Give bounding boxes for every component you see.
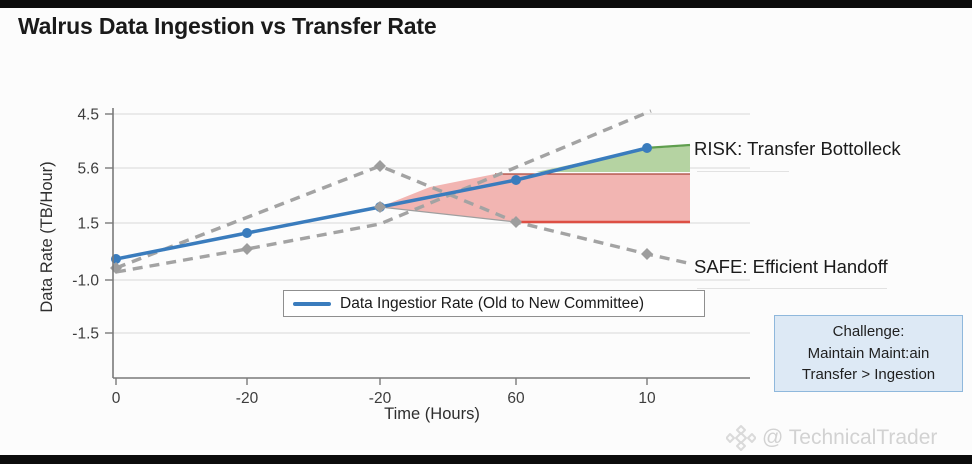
x-tick-label: -20	[369, 390, 392, 407]
y-tick-label: 4.5	[77, 107, 99, 124]
challenge-line-2: Maintain Maint:ain	[807, 344, 930, 362]
y-tick-label: 5.6	[77, 161, 99, 178]
watermark: @ TechnicalTrader	[726, 423, 937, 453]
watermark-text: @ TechnicalTrader	[762, 426, 938, 449]
bottleneck-red-region	[380, 174, 690, 222]
top-black-bar	[0, 0, 972, 8]
risk-annotation: RISK: Transfer Bottolleck	[694, 138, 901, 159]
bottom-black-bar	[0, 455, 972, 464]
x-tick-label: 60	[507, 390, 525, 407]
risk-underline	[697, 171, 789, 172]
page-title: Walrus Data Ingestion vs Transfer Rate	[18, 13, 437, 39]
green-region-top-border	[644, 143, 691, 150]
challenge-line-1: Challenge:	[832, 322, 905, 340]
y-tick-label: 1.5	[77, 216, 99, 233]
red-region-left-edge	[379, 206, 517, 223]
safe-annotation: SAFE: Efficient Handoff	[694, 256, 888, 277]
x-axis-title: Time (Hours)	[384, 405, 480, 423]
data-point-circle	[242, 228, 252, 238]
challenge-box: Challenge: Maintain Maint:ain Transfer >…	[774, 315, 963, 392]
challenge-line-3: Transfer > Ingestion	[801, 366, 936, 384]
data-point-diamond	[641, 248, 653, 260]
data-point-diamond	[241, 243, 253, 255]
legend-label: Data Ingestior Rate (Old to New Committe…	[340, 294, 645, 312]
data-point-circle	[511, 175, 521, 185]
unlabeled-dashed-rising-line-path	[115, 109, 652, 274]
data-point-diamond	[374, 160, 386, 172]
legend-box: Data Ingestior Rate (Old to New Committe…	[283, 290, 705, 317]
x-tick-label: 10	[638, 390, 656, 407]
y-tick-label: -1.0	[72, 273, 99, 290]
x-tick-label: -20	[236, 390, 259, 407]
legend-line-sample	[293, 301, 331, 306]
data-point-diamond	[374, 201, 386, 213]
data-point-diamond	[510, 216, 522, 228]
y-axis-title: Data Rate (TB/Hour)	[38, 161, 56, 312]
y-tick-label: -1.5	[72, 326, 99, 343]
data-point-circle	[642, 143, 652, 153]
safe-underline	[697, 288, 887, 289]
diamond-gem-icon	[726, 425, 756, 451]
x-tick-label: 0	[112, 390, 121, 407]
